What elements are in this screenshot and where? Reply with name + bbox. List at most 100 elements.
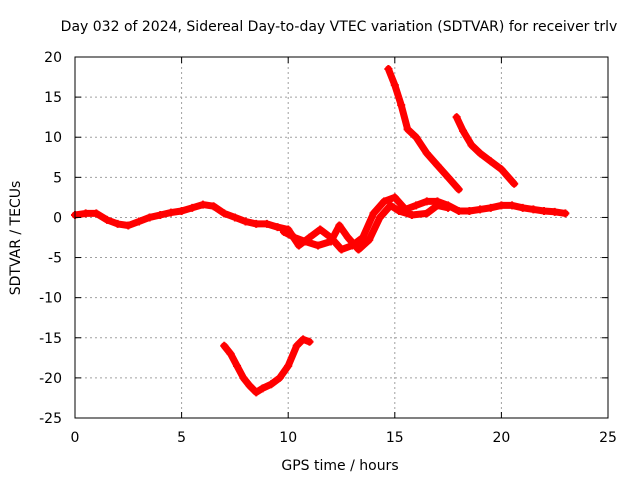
data-point	[403, 125, 412, 134]
series-line	[384, 65, 463, 193]
chart-title: Day 032 of 2024, Sidereal Day-to-day VTE…	[61, 19, 618, 35]
data-point	[486, 157, 495, 166]
data-point	[326, 237, 335, 246]
data-point	[220, 341, 229, 350]
y-tick-label: 5	[53, 170, 62, 186]
x-axis-label: GPS time / hours	[281, 458, 398, 474]
data-point	[284, 361, 293, 370]
data-point	[299, 335, 308, 344]
data-point	[529, 205, 538, 214]
data-point	[113, 219, 122, 228]
y-tick-label: 10	[44, 130, 62, 146]
y-tick-label: -10	[39, 291, 62, 307]
data-point	[465, 207, 474, 216]
data-point	[510, 179, 519, 188]
data-point	[166, 208, 175, 217]
data-point	[316, 225, 325, 234]
y-tick-label: -5	[48, 251, 62, 267]
data-point	[407, 211, 416, 220]
data-point	[134, 217, 143, 226]
data-point	[390, 193, 399, 202]
data-point	[561, 209, 570, 218]
data-point	[124, 221, 133, 230]
data-point	[412, 133, 421, 142]
data-point	[375, 213, 384, 222]
data-point	[390, 81, 399, 90]
y-tick-label: -25	[39, 411, 62, 427]
axis-ticks: 0 5 10 15 20 25 20 15 10 5 0 -5 -10 -15 -20 -25	[39, 50, 617, 446]
plot-frame	[74, 56, 609, 419]
data-point	[241, 217, 250, 226]
x-tick-label: 10	[279, 430, 297, 446]
data-point	[444, 173, 453, 182]
x-tick-label: 5	[177, 430, 186, 446]
data-point	[476, 149, 485, 158]
data-point	[245, 381, 254, 390]
data-point	[81, 209, 90, 218]
data-point	[518, 203, 527, 212]
data-point	[262, 219, 271, 228]
data-point	[92, 209, 101, 218]
data-point	[444, 203, 453, 212]
y-tick-label: 20	[44, 50, 62, 66]
data-point	[384, 65, 393, 74]
data-point	[497, 201, 506, 210]
data-point	[395, 207, 404, 216]
x-tick-label: 0	[71, 430, 80, 446]
x-tick-label: 25	[599, 430, 617, 446]
data-point	[198, 200, 207, 209]
data-point	[335, 221, 344, 230]
data-point	[226, 349, 235, 358]
data-point	[267, 380, 276, 389]
data-series	[71, 65, 570, 397]
data-point	[145, 213, 154, 222]
series-track-secondary	[279, 201, 453, 254]
y-tick-label: 15	[44, 90, 62, 106]
data-point	[275, 373, 284, 382]
data-point	[422, 149, 431, 158]
data-point	[314, 241, 323, 250]
x-tick-label: 15	[386, 430, 404, 446]
series-line	[280, 201, 452, 253]
x-tick-label: 20	[492, 430, 510, 446]
data-point	[230, 213, 239, 222]
data-point	[454, 207, 463, 216]
data-point	[476, 205, 485, 214]
data-point	[354, 245, 363, 254]
data-point	[497, 165, 506, 174]
data-point	[279, 227, 288, 236]
data-point	[292, 341, 301, 350]
series-track-dip	[220, 335, 314, 397]
data-point	[452, 113, 461, 122]
series-track-steep-1	[384, 65, 463, 194]
data-point	[239, 373, 248, 382]
data-point	[294, 241, 303, 250]
data-point	[233, 361, 242, 370]
y-tick-label: -20	[39, 371, 62, 387]
data-point	[422, 197, 431, 206]
data-point	[365, 235, 374, 244]
data-point	[459, 126, 468, 135]
data-point	[486, 203, 495, 212]
data-point	[220, 209, 229, 218]
data-point	[102, 215, 111, 224]
data-point	[252, 388, 261, 397]
series-line	[453, 113, 518, 188]
data-point	[301, 237, 310, 246]
data-point	[550, 207, 559, 216]
data-point	[177, 207, 186, 216]
data-point	[337, 245, 346, 254]
data-point	[343, 233, 352, 242]
data-point	[397, 101, 406, 110]
data-point	[209, 202, 218, 211]
y-tick-label: -15	[39, 331, 62, 347]
data-point	[273, 223, 282, 232]
data-point	[369, 209, 378, 218]
data-point	[252, 219, 261, 228]
y-axis-label: SDTVAR / TECUs	[8, 181, 24, 296]
series-track-steep-2	[452, 113, 519, 188]
data-point	[412, 201, 421, 210]
data-point	[508, 201, 517, 210]
data-point	[386, 201, 395, 210]
